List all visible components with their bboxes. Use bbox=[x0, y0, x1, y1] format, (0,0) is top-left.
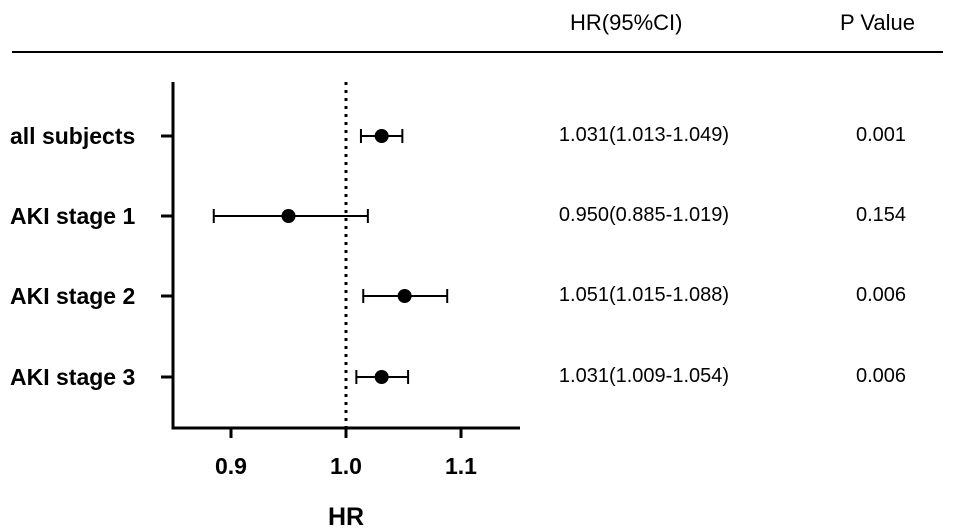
row-label: AKI stage 2 bbox=[10, 283, 135, 309]
p-value: 0.006 bbox=[855, 284, 907, 306]
hr-point bbox=[374, 129, 389, 143]
x-tick-label: 1.0 bbox=[330, 453, 362, 479]
row-label: AKI stage 1 bbox=[10, 203, 135, 229]
hr-ci-value: 0.950(0.885-1.019) bbox=[558, 204, 730, 226]
hr-point bbox=[281, 209, 296, 223]
p-value: 0.001 bbox=[855, 124, 907, 146]
p-value: 0.154 bbox=[855, 204, 907, 226]
header-hr-ci: HR(95%CI) bbox=[570, 10, 683, 35]
header-p-value: P Value bbox=[840, 10, 916, 35]
x-axis-label: HR bbox=[328, 503, 364, 529]
x-tick-label: 1.1 bbox=[445, 453, 477, 479]
p-value: 0.006 bbox=[855, 365, 907, 387]
hr-ci-value: 1.031(1.013-1.049) bbox=[558, 124, 730, 146]
row-label: AKI stage 3 bbox=[10, 364, 135, 390]
hr-point bbox=[397, 289, 412, 303]
hr-ci-value: 1.051(1.015-1.088) bbox=[558, 284, 730, 306]
row-label: all subjects bbox=[10, 123, 135, 149]
hr-point bbox=[374, 370, 389, 384]
x-tick-label: 0.9 bbox=[215, 453, 247, 479]
hr-ci-value: 1.031(1.009-1.054) bbox=[558, 365, 730, 387]
